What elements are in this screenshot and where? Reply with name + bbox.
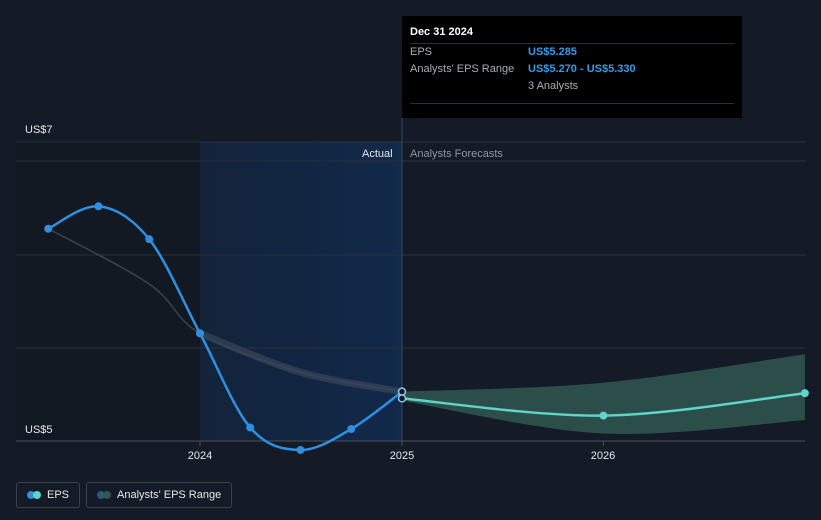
eps-legend-icon xyxy=(27,491,41,499)
eps-point-7 xyxy=(397,387,407,396)
tooltip-row-analysts: 3 Analysts xyxy=(410,78,734,95)
eps-point-1 xyxy=(94,202,103,211)
tooltip-divider xyxy=(410,103,734,104)
forecast-point-2 xyxy=(800,389,809,398)
x-tick-label-2025: 2025 xyxy=(389,450,415,462)
tooltip-analysts-label xyxy=(410,78,528,95)
eps-trend-band xyxy=(196,329,406,396)
eps-line xyxy=(47,205,403,452)
range-legend-icon xyxy=(97,491,111,499)
y-tick-label-bottom: US$5 xyxy=(25,424,53,436)
tooltip-row-range: Analysts' EPS Range US$5.270 - US$5.330 xyxy=(410,61,734,78)
eps-point-0 xyxy=(44,224,53,233)
eps-point-3 xyxy=(196,329,204,338)
tooltip: Dec 31 2024 EPS US$5.285 Analysts' EPS R… xyxy=(402,16,742,118)
tooltip-range-label: Analysts' EPS Range xyxy=(410,63,515,75)
legend-range-label: Analysts' EPS Range xyxy=(117,489,222,501)
legend-eps-button[interactable]: EPS xyxy=(16,482,81,508)
analyst-range-band xyxy=(402,354,805,434)
legend-eps-label: EPS xyxy=(47,489,70,501)
actual-label: Actual xyxy=(362,148,393,160)
eps-point-2 xyxy=(145,235,154,244)
tooltip-row-eps: EPS US$5.285 xyxy=(410,43,734,61)
forecast-label: Analysts Forecasts xyxy=(410,148,503,160)
forecast-point-0 xyxy=(397,394,407,403)
actual-period-highlight xyxy=(200,142,402,441)
tooltip-eps-value: US$5.285 xyxy=(528,46,577,58)
forecast-point-1 xyxy=(599,411,608,420)
tooltip-analysts-value: 3 Analysts xyxy=(528,80,579,92)
eps-point-4 xyxy=(246,423,255,432)
tooltip-date: Dec 31 2024 xyxy=(410,26,473,38)
y-tick-label-top: US$7 xyxy=(25,124,53,136)
eps-point-6 xyxy=(347,425,356,434)
tooltip-range-value: US$5.270 - US$5.330 xyxy=(528,63,636,75)
legend-range-button[interactable]: Analysts' EPS Range xyxy=(86,482,233,508)
x-tick-label-2024: 2024 xyxy=(187,450,213,462)
eps-point-5 xyxy=(296,445,305,454)
past-shade xyxy=(16,142,200,441)
x-tick-label-2026: 2026 xyxy=(590,450,616,462)
tooltip-eps-label: EPS xyxy=(410,46,433,58)
